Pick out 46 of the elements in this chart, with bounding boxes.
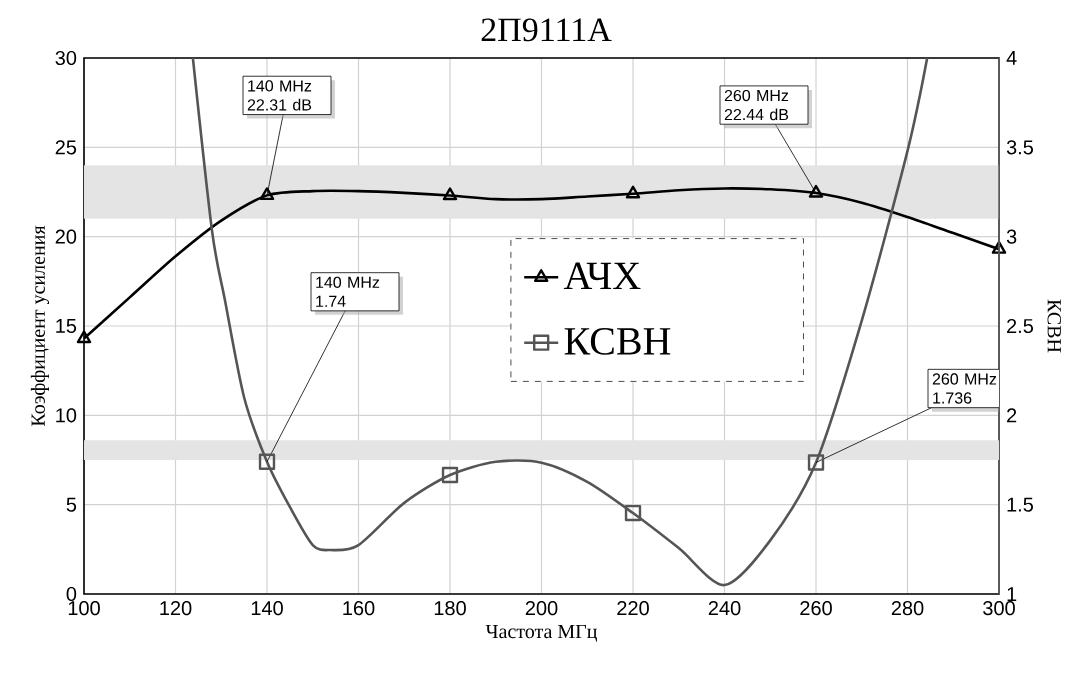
x-tick-label: 240 — [708, 601, 741, 616]
x-tick-label: 120 — [160, 601, 192, 616]
y2-tick-label: 2 — [1007, 408, 1017, 423]
point — [991, 241, 1007, 254]
y2-tick-label: 4 — [1006, 51, 1017, 65]
y2-axis-title: КСВН — [1047, 299, 1061, 353]
point — [76, 330, 92, 344]
x-tick-label: 220 — [617, 601, 649, 616]
x-tick-label: 180 — [434, 601, 466, 616]
data-label: 140 MHz 1.74 — [316, 276, 380, 307]
y-tick-label: 5 — [66, 497, 77, 512]
y-tick-label: 20 — [55, 229, 77, 244]
y-tick-label: 0 — [66, 586, 77, 602]
point — [807, 454, 825, 471]
y2-tick-label: 2.5 — [1007, 318, 1034, 334]
point — [624, 504, 642, 522]
y-tick-label: 25 — [55, 140, 77, 155]
legend-label: КСВН — [564, 327, 671, 355]
x-axis-title: Частота МГц — [485, 624, 597, 642]
line-series — [191, 57, 929, 587]
y2-tick-label: 1.5 — [1007, 497, 1034, 512]
data-label: 260 MHz 22.44 dB — [724, 89, 789, 121]
y-tick-label: 30 — [55, 50, 77, 66]
x-tick-label: 300 — [983, 601, 1015, 616]
data-label: 140 MHz 22.31 dB — [247, 80, 312, 111]
y-tick-label: 10 — [56, 408, 77, 423]
y2-tick-label: 1 — [1007, 587, 1017, 601]
y-tick-label: 15 — [56, 319, 77, 333]
y-axis-title: Коэффициент усиления — [30, 225, 50, 427]
point — [441, 466, 459, 484]
x-tick-label: 260 — [800, 601, 832, 616]
y2-tick-label: 3 — [1006, 229, 1017, 244]
y2-tick-label: 3.5 — [1006, 140, 1034, 155]
x-tick-label: 140 — [251, 601, 283, 616]
data-label: 260 MHz 1.736 — [932, 373, 997, 404]
point — [808, 184, 824, 198]
x-tick-label: 280 — [891, 601, 924, 616]
point — [625, 185, 641, 199]
legend-label: АЧХ — [563, 262, 641, 289]
x-tick-label: 200 — [525, 601, 558, 616]
point — [259, 187, 275, 201]
point — [442, 187, 458, 201]
point — [258, 453, 276, 470]
x-tick-label: 160 — [343, 601, 375, 616]
x-tick-label: 100 — [68, 601, 100, 616]
chart-title: 2П9111А — [481, 18, 612, 42]
